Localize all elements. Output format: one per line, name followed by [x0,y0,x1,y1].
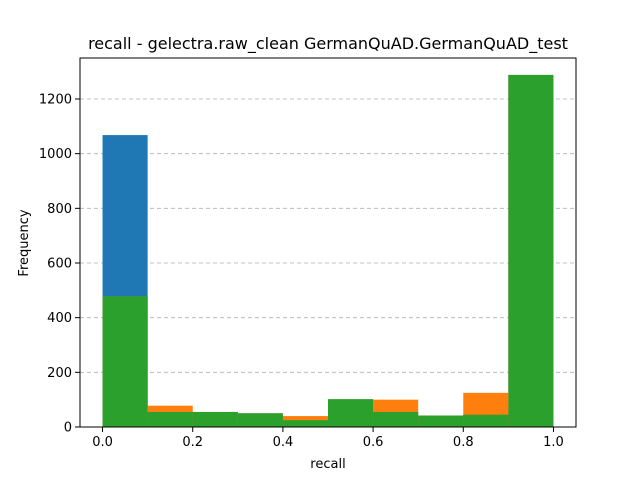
bars [102,74,554,428]
bar-series-2-bin-5 [328,399,374,427]
x-tick-label: 0.4 [273,435,294,450]
bar-series-2-bin-6 [373,411,419,427]
bar-series-2-bin-0 [102,296,148,427]
y-tick-label: 1000 [39,147,72,162]
x-tick-label: 1.0 [543,435,564,450]
bar-series-2-bin-4 [282,420,328,427]
x-tick-label: 0.8 [453,435,474,450]
bar-series-2-bin-3 [237,413,283,427]
bar-series-2-bin-2 [192,411,238,427]
chart-title: recall - gelectra.raw_clean GermanQuAD.G… [88,34,568,54]
y-tick-label: 200 [47,366,72,381]
x-tick-label: 0.0 [92,435,113,450]
y-tick-label: 600 [47,257,72,272]
y-tick-label: 400 [47,311,72,326]
x-tick-label: 0.6 [363,435,384,450]
y-tick-label: 800 [47,202,72,217]
y-tick-label: 1200 [39,93,72,108]
plot-frame [79,57,577,428]
y-tick-label: 0 [64,421,72,436]
grid-lines [80,98,576,428]
bar-series-2-bin-1 [147,411,193,427]
x-tick-label: 0.2 [182,435,203,450]
bar-series-2-bin-9 [508,74,554,428]
x-axis-label: recall [310,457,345,472]
bar-series-2-bin-8 [463,414,509,427]
y-axis-label: Frequency [17,209,32,276]
axes: 0.0 0.2 0.4 0.6 0.8 1.0 0 200 400 600 800 1000 1200 [39,57,577,450]
bar-series-2-bin-7 [418,415,464,427]
